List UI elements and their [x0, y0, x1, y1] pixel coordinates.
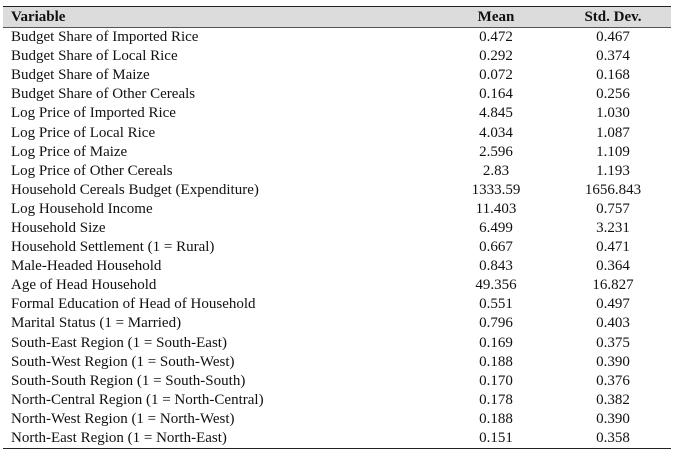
std-dev-cell: 0.376 [596, 372, 630, 389]
variable-cell: South-East Region (1 = South-East) [11, 334, 227, 351]
std-dev-cell: 0.403 [596, 315, 630, 332]
table-row: South-West Region (1 = South-West) 0.188 0… [3, 353, 671, 372]
variable-cell: Budget Share of Other Cereals [11, 86, 196, 103]
variable-cell: Household Size [11, 219, 106, 236]
std-dev-cell: 0.757 [596, 200, 630, 217]
header-mean: Mean [437, 6, 555, 28]
table-row: Age of Head Household 49.356 16.827 [3, 276, 671, 295]
table-row: Household Cereals Budget (Expenditure) 13… [3, 181, 671, 200]
variable-cell: Household Cereals Budget (Expenditure) [11, 181, 259, 198]
std-dev-cell: 0.471 [596, 239, 630, 256]
std-dev-cell: 16.827 [592, 277, 634, 294]
mean-cell: 0.188 [479, 410, 513, 427]
mean-cell: 1333.59 [471, 181, 521, 198]
summary-statistics-table: Variable Mean Std. Dev. Budget Share of … [3, 6, 671, 450]
std-dev-cell: 1656.843 [584, 181, 642, 198]
table-row: Household Settlement (1 = Rural) 0.667 0.4… [3, 238, 671, 257]
std-dev-cell: 0.358 [555, 428, 671, 450]
mean-cell: 4.034 [479, 124, 513, 141]
mean-cell: 6.499 [479, 219, 513, 236]
table-row: South-East Region (1 = South-East) 0.169 0… [3, 334, 671, 353]
std-dev-cell: 1.193 [596, 162, 630, 179]
table-row: Budget Share of Imported Rice 0.472 0.467 [3, 28, 671, 48]
variable-cell: Marital Status (1 = Married) [11, 315, 182, 332]
variable-cell: Log Price of Local Rice [11, 124, 156, 141]
mean-cell: 0.188 [479, 353, 513, 370]
variable-cell: Log Price of Imported Rice [11, 105, 176, 122]
mean-cell: 2.83 [482, 162, 510, 179]
variable-cell: Male-Headed Household [11, 258, 162, 275]
variable-cell: Budget Share of Local Rice [11, 48, 178, 65]
mean-cell: 0.072 [479, 67, 513, 84]
table-row: Log Price of Local Rice 4.034 1.087 [3, 123, 671, 142]
header-row: Variable Mean Std. Dev. [3, 6, 671, 28]
variable-cell: North-West Region (1 = North-West) [11, 410, 235, 427]
std-dev-cell: 0.256 [596, 86, 630, 103]
variable-cell: Budget Share of Imported Rice [11, 29, 199, 46]
std-dev-cell: 0.497 [596, 296, 630, 313]
std-dev-cell: 1.087 [596, 124, 630, 141]
header-std-dev: Std. Dev. [555, 6, 671, 28]
std-dev-cell: 0.375 [596, 334, 630, 351]
table-body: Budget Share of Imported Rice 0.472 0.467 B… [3, 28, 671, 450]
std-dev-cell: 0.364 [596, 258, 630, 275]
table-row: South-South Region (1 = South-South) 0.17… [3, 372, 671, 391]
std-dev-cell: 3.231 [596, 219, 630, 236]
mean-cell: 11.403 [475, 200, 517, 217]
table-row: Log Household Income 11.403 0.757 [3, 200, 671, 219]
mean-cell: 2.596 [479, 143, 513, 160]
std-dev-cell: 0.168 [596, 67, 630, 84]
mean-cell: 0.178 [479, 391, 513, 408]
mean-cell: 0.170 [479, 372, 513, 389]
table-row: North-East Region (1 = North-East) 0.151 0… [3, 428, 671, 450]
variable-cell: North-East Region (1 = North-East) [3, 428, 437, 450]
mean-cell: 0.164 [479, 86, 513, 103]
mean-cell: 0.843 [479, 258, 513, 275]
std-dev-cell: 1.030 [596, 105, 630, 122]
mean-cell: 4.845 [479, 105, 513, 122]
std-dev-cell: 0.390 [596, 410, 630, 427]
table-row: Budget Share of Local Rice 0.292 0.374 [3, 47, 671, 66]
std-dev-cell: 0.390 [596, 353, 630, 370]
table-row: Budget Share of Other Cereals 0.164 0.256 [3, 85, 671, 104]
mean-cell: 0.667 [479, 239, 513, 256]
variable-cell: Log Household Income [11, 200, 153, 217]
variable-cell: Log Price of Other Cereals [11, 162, 173, 179]
std-dev-cell: 0.382 [596, 391, 630, 408]
table-row: Formal Education of Head of Household 0.5… [3, 295, 671, 314]
table-row: Log Price of Imported Rice 4.845 1.030 [3, 104, 671, 123]
std-dev-cell: 1.109 [596, 143, 630, 160]
mean-cell: 0.472 [479, 29, 513, 46]
table-header: Variable Mean Std. Dev. [3, 6, 671, 28]
table-row: Marital Status (1 = Married) 0.796 0.403 [3, 314, 671, 333]
mean-cell: 0.151 [437, 428, 555, 450]
table-row: Budget Share of Maize 0.072 0.168 [3, 66, 671, 85]
table-row: North-Central Region (1 = North-Central)… [3, 391, 671, 410]
table-row: Household Size 6.499 3.231 [3, 219, 671, 238]
table-row: Male-Headed Household 0.843 0.364 [3, 257, 671, 276]
mean-cell: 0.796 [479, 315, 513, 332]
variable-cell: Household Settlement (1 = Rural) [11, 239, 215, 256]
variable-cell: Budget Share of Maize [11, 67, 150, 84]
variable-cell: Age of Head Household [11, 277, 157, 294]
header-variable: Variable [3, 6, 437, 28]
table-row: North-West Region (1 = North-West) 0.188 0… [3, 410, 671, 429]
mean-cell: 0.169 [479, 334, 513, 351]
std-dev-cell: 0.374 [596, 48, 630, 65]
variable-cell: South-South Region (1 = South-South) [11, 372, 246, 389]
summary-statistics-table-container: Variable Mean Std. Dev. Budget Share of … [3, 6, 671, 450]
variable-cell: Formal Education of Head of Household [11, 296, 256, 313]
mean-cell: 49.356 [475, 277, 517, 294]
variable-cell: North-Central Region (1 = North-Central) [11, 391, 264, 408]
variable-cell: South-West Region (1 = South-West) [11, 353, 235, 370]
table-row: Log Price of Other Cereals 2.83 1.193 [3, 162, 671, 181]
table-row: Log Price of Maize 2.596 1.109 [3, 143, 671, 162]
variable-cell: Log Price of Maize [11, 143, 128, 160]
mean-cell: 0.551 [479, 296, 513, 313]
std-dev-cell: 0.467 [596, 29, 630, 46]
mean-cell: 0.292 [479, 48, 513, 65]
